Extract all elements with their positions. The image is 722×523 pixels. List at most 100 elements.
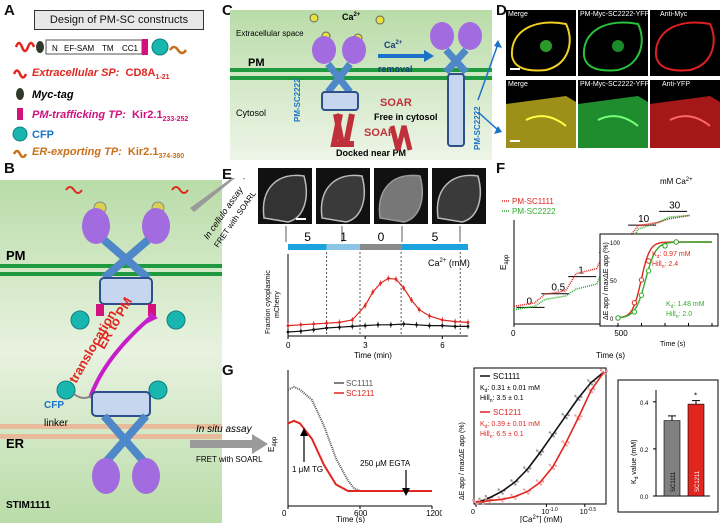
e-bar-segment [401,244,468,250]
extracellular-label: Extracellular space [236,29,304,38]
f-inset-y-tick-label: 100 [610,241,621,247]
panel-c: Extracellular space PM Cytosol Ca2+ PM-S… [230,10,492,160]
panel-g-right-chart: Kd value (mM) 0.0 0.2 0.4 SC1111 SC1211 * [617,379,719,513]
g-right-significance-star: * [694,392,697,401]
pm-sc2222-ca-free [430,22,482,147]
svg-text:Ca2+ (mM): Ca2+ (mM) [428,258,470,268]
g-left-legend-1: SC1111 [346,379,374,388]
g-mid-point [552,435,555,438]
e-point [386,277,390,280]
f-step-label: 0.5 [551,283,565,294]
e-connector-lines [285,226,461,242]
f-inset-point [631,300,638,306]
myc-legend-icon [16,88,24,100]
legend-myc-label: Myc-tag [32,89,74,101]
g-right-bars: SC1111 SC1211 * [663,392,705,497]
panel-label-e: E [222,166,233,183]
e-bar-segment [360,244,402,250]
legend-cfp-label: CFP [32,129,54,141]
myc-tag [36,41,44,53]
g-right-y-sub: d [634,476,640,479]
g-mid-point [475,502,479,506]
g-mid-s2-hill-val: : 6.5 ± 0.1 [493,431,524,438]
g-mid-fit-sc1111 [475,371,605,503]
translocation-arrow [88,316,152,399]
g-mid-point [554,464,557,468]
g-mid-x-ticks: 0 10-1.0 10-0.5 [471,504,596,516]
d-row2-label-0: Merge [508,81,528,88]
g-mid-x-tick-label: 0 [471,509,475,516]
g-mid-point [578,398,581,402]
g-mid-point [548,431,551,434]
f-red-kd-val: : 0.97 mM [659,251,690,258]
e-point [440,318,444,322]
legend-er-value: Kir2.1 [128,146,159,158]
f-step-label: 1 [578,266,584,277]
g-mid-point [552,467,555,471]
g-mid-point [527,492,530,495]
g-mid-point [514,497,517,500]
g-mid-point [539,483,543,486]
c-to-d-arrows [477,40,502,134]
e-ca-unit-sup: 2+ [440,258,447,264]
pm-membrane-top [0,264,222,268]
f-inset-frame [599,233,719,327]
g-left-legend-2: SC1211 [346,389,375,398]
g-mid-s2-kd-sub: d [485,424,488,430]
g-left-y-label: E [267,447,276,452]
f-green-kd: K [666,301,671,308]
e-condition-bar: 5 1 0 5 [288,230,468,250]
pm-label-c: PM [248,57,265,69]
e-series-red [287,277,469,327]
g-right-y-tick-label: 0.2 [640,448,649,454]
f-y-sub: app [504,254,510,265]
pm-trafficking-block [142,39,148,55]
e-point [415,323,418,327]
g-mid-point [478,498,481,502]
g-right-y-label: K [631,479,638,484]
egta-label: 250 μM EGTA [360,459,411,468]
g-mid-point [574,394,577,398]
soar-docked-shape [330,113,355,147]
svg-text:Ca2+: Ca2+ [342,12,361,22]
g-mid-point [529,467,532,470]
e-point [379,281,382,285]
er-label: ER [6,436,25,451]
svg-text:Ca2+: Ca2+ [384,40,403,50]
f-inset-y-tick-label: 0 [610,317,614,323]
g-mid-point [599,368,603,372]
g-mid-point [501,492,504,495]
g-mid-legend-1: SC1111 [493,372,521,381]
svg-text:Hilln: 2.4: Hilln: 2.4 [652,261,678,270]
stim-label: STIM1111 [6,500,51,511]
f-inset-series [615,239,713,321]
legend-er-label: ER-exporting TP: [32,146,122,158]
f-red-kd-sub: d [657,254,660,260]
g-mid-point [535,479,539,482]
panel-label-b: B [4,160,15,177]
svg-text:ER-exporting TP: Kir2.13: ER-exporting TP: Kir2.1374-380 [32,146,184,158]
removal-arrow-head [424,50,434,62]
legend-sp-value: CD8A [126,67,156,79]
f-inset-point [631,309,638,315]
e-ca-unit-tail: (mM) [446,258,470,268]
e-dashed-lines [326,252,461,336]
e-point [299,323,303,327]
g-mid-s1-hill-sub: n [490,398,493,404]
panel-d: Merge PM-Myc-SC2222-YFP Anti-Myc Merge P… [506,10,720,150]
g-right-y-tick-label: 0.0 [640,495,649,501]
panel-f-chart: PM-SC1111 PM-SC2222 mM Ca2+ 00.5121030 E… [500,177,719,360]
g-mid-point [510,479,513,482]
e-point [376,323,380,327]
g-mid-point [541,450,545,453]
g-right-y-tail: value (mM) [631,440,638,477]
cfp-label-b: CFP [44,400,64,411]
panel-g-left-chart: Eapp Time (s) 0 600 1200 SC1111 SC1211 1 μ… [267,370,442,523]
g-mid-point [567,414,570,417]
svg-text:Eapp: Eapp [500,254,510,270]
g-mid-point [593,388,596,391]
g-left-x-label: Time (s) [336,515,365,523]
tg-label: 1 μM TG [292,465,323,474]
g-mid-point [565,444,568,447]
svg-text:Eapp: Eapp [267,436,278,452]
